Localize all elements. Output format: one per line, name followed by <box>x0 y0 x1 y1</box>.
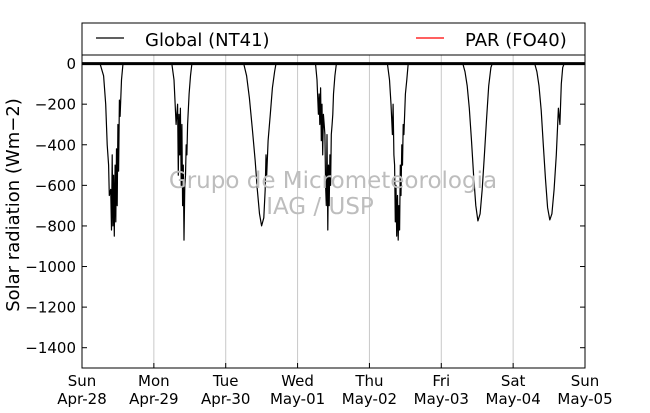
watermark-line-2: IAG / USP <box>266 194 374 220</box>
grid-lines <box>153 23 514 368</box>
x-tick-date-2: Apr-30 <box>201 390 251 408</box>
legend-label-global: Global (NT41) <box>145 30 270 51</box>
x-tick-day-1: Mon <box>138 372 170 390</box>
x-tick-day-3: Wed <box>281 372 314 390</box>
watermark: Grupo de Micrometeorologia IAG / USP <box>169 168 497 220</box>
series-line-0 <box>99 63 565 241</box>
y-tick-label-2: −400 <box>35 136 76 154</box>
y-tick-label-6: −1200 <box>25 299 76 317</box>
x-tick-day-6: Sat <box>501 372 526 390</box>
watermark-line-1: Grupo de Micrometeorologia <box>169 168 497 194</box>
x-tick-date-5: May-03 <box>414 390 469 408</box>
y-tick-label-7: −1400 <box>25 339 76 357</box>
y-tick-label-3: −600 <box>35 177 76 195</box>
x-tick-date-0: Apr-28 <box>57 390 107 408</box>
y-tick-label-1: −200 <box>35 96 76 114</box>
legend-box <box>81 22 586 56</box>
y-tick-label-5: −1000 <box>25 258 76 276</box>
axes: 0−200−400−600−800−1000−1200−1400SunApr-2… <box>25 22 613 408</box>
x-tick-day-4: Thu <box>354 372 383 390</box>
legend: Global (NT41) PAR (FO40) <box>81 22 586 56</box>
x-tick-day-0: Sun <box>68 372 97 390</box>
series-layer <box>82 62 585 241</box>
x-tick-day-7: Sun <box>571 372 600 390</box>
x-tick-date-4: May-02 <box>342 390 397 408</box>
legend-label-par: PAR (FO40) <box>465 30 567 51</box>
x-tick-day-5: Fri <box>432 372 450 390</box>
x-tick-date-3: May-01 <box>270 390 325 408</box>
x-tick-date-6: May-04 <box>486 390 541 408</box>
x-tick-day-2: Tue <box>212 372 239 390</box>
x-tick-date-1: Apr-29 <box>129 390 179 408</box>
y-tick-label-0: 0 <box>66 55 76 73</box>
y-axis-label: Solar radiation (Wm−2) <box>3 98 24 312</box>
x-tick-date-7: May-05 <box>557 390 612 408</box>
y-tick-label-4: −800 <box>35 217 76 235</box>
